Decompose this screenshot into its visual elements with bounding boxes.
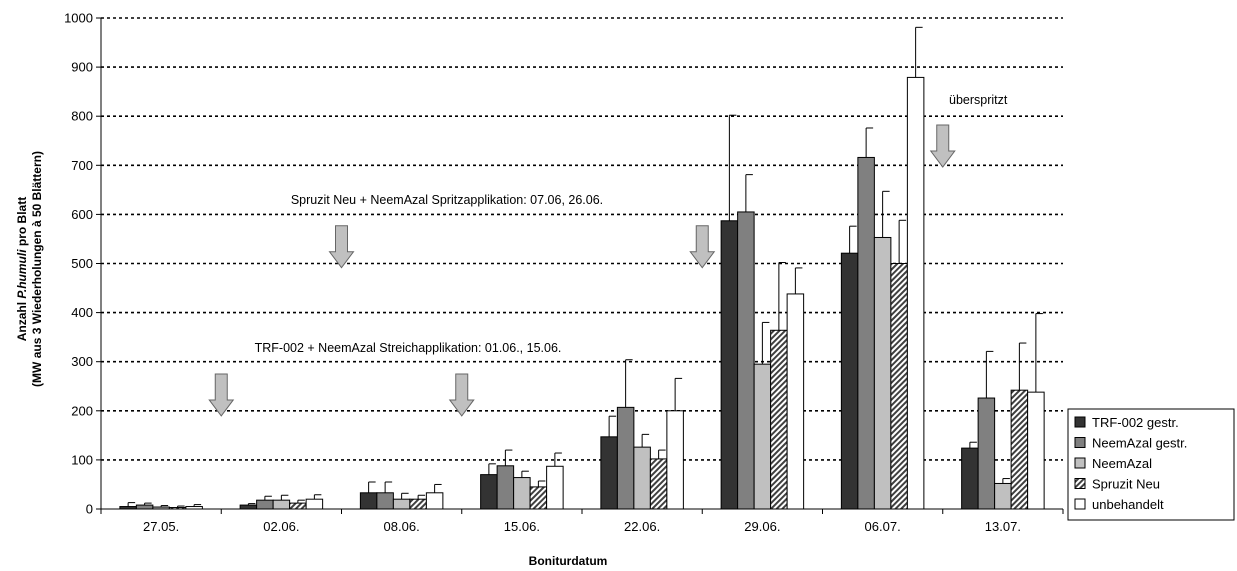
bar [753,363,772,510]
legend-swatch [1074,498,1086,510]
bar [256,499,274,510]
legend: TRF-002 gestr. NeemAzal gestr. NeemAzal Spr… [1067,408,1235,521]
error-bars [127,26,1043,508]
bar [496,465,515,510]
annotation-spritzapplikation: Spruzit Neu + NeemAzal Spritzapplikation… [291,193,603,207]
legend-label: NeemAzal [1092,456,1152,471]
axes: 0 100 200 300 400 500 600 700 800 900 1000 27.05. 02… [64,11,1064,534]
y-tick-label: 800 [71,109,93,124]
bar [289,502,307,510]
bar [409,498,427,510]
bar [239,504,258,510]
bar [873,236,892,510]
y-axis-title-line2: (MW aus 3 Wiederholungen à 50 Blättern) [30,151,44,387]
bar [633,446,651,510]
down-arrow-icon [448,373,475,417]
bar [977,397,996,510]
bar [546,465,564,510]
legend-label: NeemAzal gestr. [1092,436,1187,451]
y-tick-label: 0 [86,502,93,517]
y-axis-title-line1: Anzahl P.humuli pro Blatt [15,197,29,341]
arrows [208,124,956,417]
bar [480,474,498,510]
bar [840,252,859,510]
bar [994,482,1012,510]
y-tick-label: 500 [71,256,93,271]
bar [649,458,668,510]
annotation-streichapplikation: TRF-002 + NeemAzal Streichapplikation: 0… [255,341,562,355]
bar [857,156,875,510]
bar [786,293,805,510]
bar [305,498,324,510]
x-tick-label: 29.06. [744,519,780,534]
bar [135,504,154,510]
bar [1010,389,1029,510]
y-tick-label: 1000 [64,11,93,26]
down-arrow-icon [328,225,355,269]
bar [616,406,635,510]
y-tick-label: 900 [71,60,93,75]
y-tick-label: 600 [71,207,93,222]
bar [1027,391,1045,510]
legend-swatch [1074,437,1086,448]
bar [272,499,291,510]
x-tick-label: 08.06. [384,519,420,534]
bar [890,263,908,510]
x-tick-label: 27.05. [143,519,179,534]
y-tick-label: 200 [71,403,93,418]
y-tick-label: 300 [71,354,93,369]
x-tick-label: 22.06. [624,519,660,534]
bar [961,447,979,510]
bar [770,329,788,510]
bars [119,76,1045,510]
bar [529,486,548,510]
y-tick-label: 700 [71,158,93,173]
bar [359,492,378,510]
x-tick-label: 13.07. [985,519,1021,534]
bar [720,220,739,510]
bar [600,436,618,510]
bar [666,410,684,510]
bar [513,477,531,510]
x-tick-label: 15.06. [504,519,540,534]
y-tick-label: 100 [71,452,93,467]
annotation-uberspritzt: überspritzt [949,93,1008,107]
legend-swatch [1074,457,1086,469]
legend-label: unbehandelt [1092,497,1164,512]
down-arrow-icon [208,373,235,417]
legend-frame [1067,408,1235,521]
legend-swatch [1074,416,1086,428]
bar [906,76,925,510]
down-arrow-icon [929,124,956,168]
y-tick-label: 400 [71,305,93,320]
bar [425,492,444,510]
x-tick-label: 06.07. [865,519,901,534]
down-arrow-icon [689,225,716,269]
x-tick-label: 02.06. [263,519,299,534]
legend-label: TRF-002 gestr. [1092,415,1179,430]
bar [392,498,411,510]
bar [737,211,755,510]
bar [376,492,394,510]
legend-label: Spruzit Neu [1092,477,1160,492]
y-axis-title-species: P.humuli [15,249,29,299]
x-axis-title: Boniturdatum [529,554,608,568]
gridlines [101,17,1063,461]
legend-swatch [1074,478,1086,489]
